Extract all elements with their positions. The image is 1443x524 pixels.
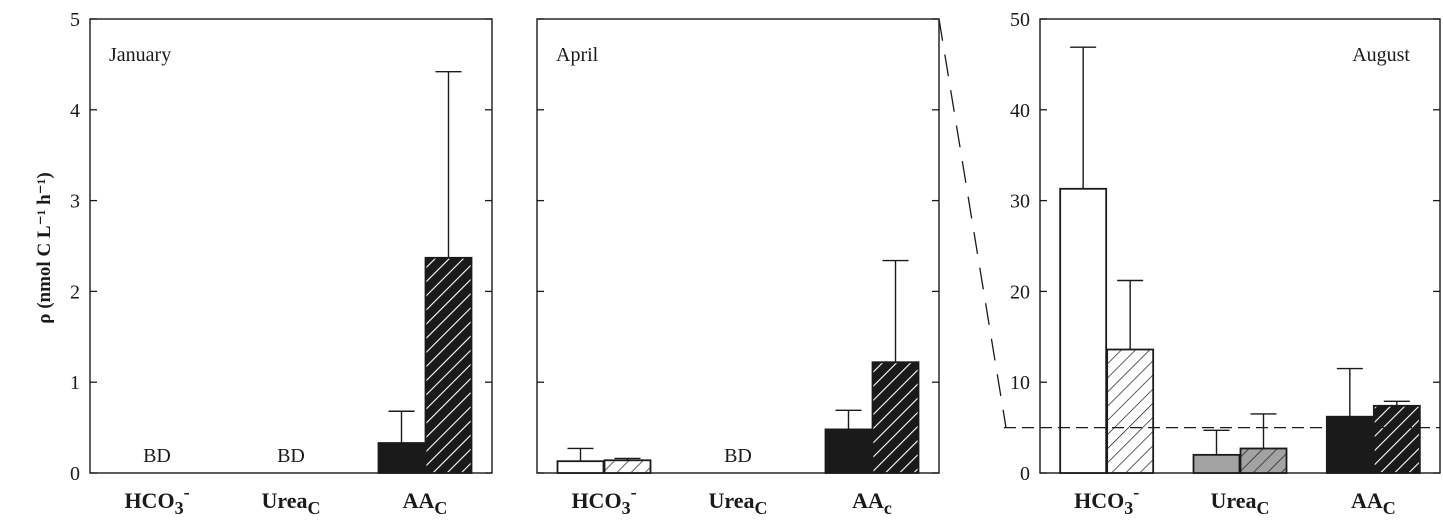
zoom-connector [938,18,1007,428]
bar [1192,453,1241,474]
panel-title: August [1352,44,1410,66]
bd-annotation: BD [724,445,752,467]
x-category-label: UreaC [708,488,767,518]
y-tick-label: 3 [70,191,80,213]
y-tick-label: 20 [1010,281,1030,303]
x-category-label: HCO3- [1074,482,1139,518]
x-category-label: HCO3- [124,482,189,518]
x-category-label: UreaC [261,488,320,518]
x-category-label: AAc [852,488,892,518]
y-tick-label: 10 [1010,372,1030,394]
y-tick-label: 1 [70,372,80,394]
bar [1059,187,1108,474]
y-tick-label: 50 [1010,9,1030,31]
bar [424,256,473,474]
panel-april: April BD HCO3- UreaC AAc [536,18,940,518]
bar [377,442,426,474]
panels: 0 1 2 3 4 5 January BD BD HCO3- UreaC AAC April BD HCO… [70,9,1441,518]
panel-title: January [109,44,171,66]
bd-annotation: BD [277,445,305,467]
y-tick-label: 2 [70,281,80,303]
y-tick-label: 30 [1010,191,1030,213]
y-tick-label: 5 [70,9,80,31]
bd-annotation: BD [143,445,171,467]
y-tick-label: 0 [70,463,80,485]
plot-frame [89,18,493,474]
bar [1325,415,1374,474]
bar [1106,348,1155,474]
x-category-label: HCO3- [571,482,636,518]
y-tick-label: 4 [70,100,80,122]
bar [824,428,873,474]
y-axis-label: ρ (nmol C L⁻¹ h⁻¹) [34,172,55,323]
plot-frame [536,18,940,474]
panel-august: 0 10 20 30 40 50 August HCO3- UreaC AAC [1004,9,1441,518]
x-category-label: UreaC [1210,488,1269,518]
bar [603,459,652,474]
bar [1239,447,1288,474]
y-tick-label: 0 [1020,463,1030,485]
panel-january: 0 1 2 3 4 5 January BD BD HCO3- UreaC AAC [70,9,493,518]
bar [556,460,605,474]
x-category-label: AAC [403,488,448,518]
panel-title: April [556,44,599,66]
bar [1372,404,1421,474]
x-category-label: AAC [1351,488,1396,518]
bar [871,361,920,474]
y-tick-label: 40 [1010,100,1030,122]
